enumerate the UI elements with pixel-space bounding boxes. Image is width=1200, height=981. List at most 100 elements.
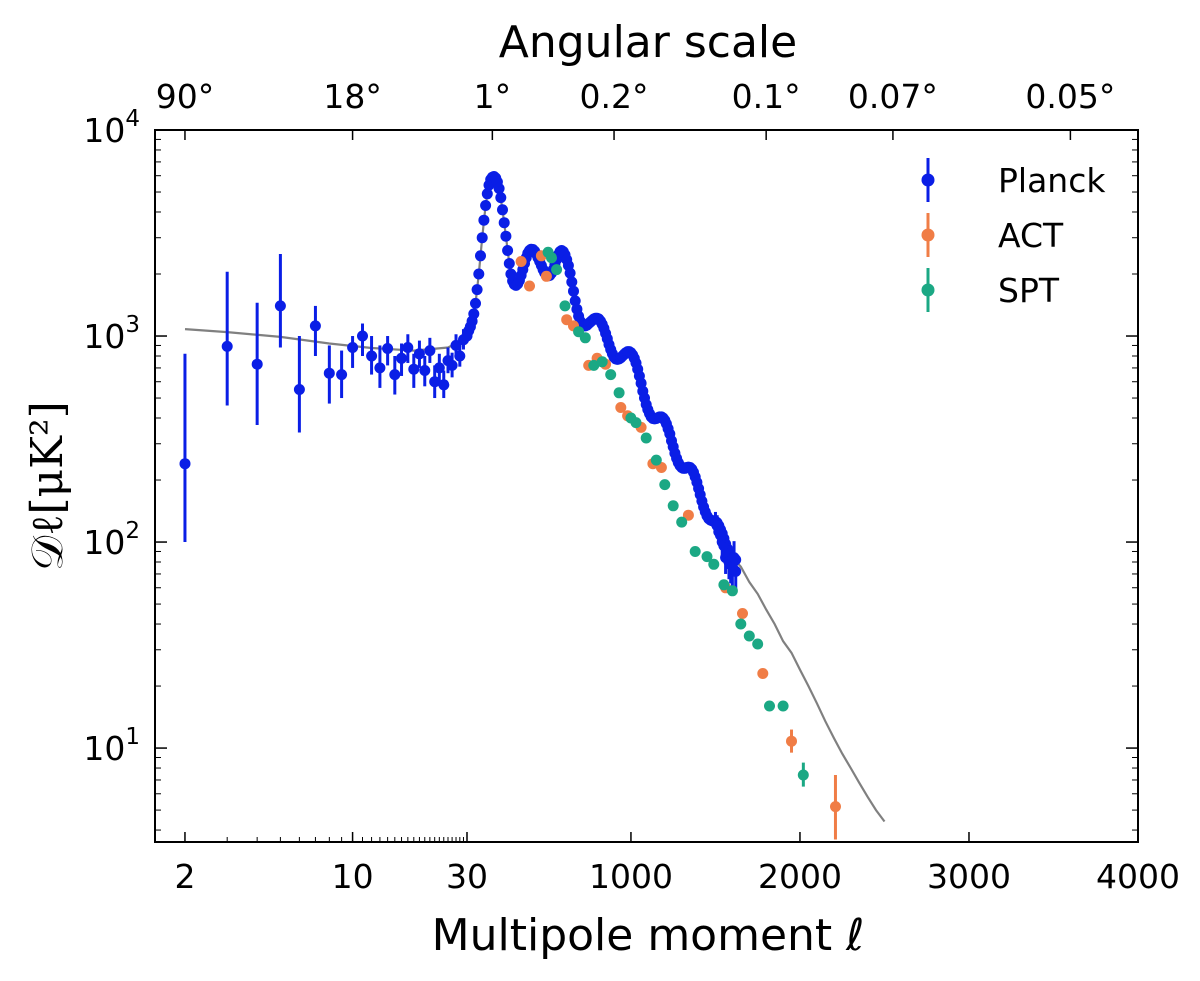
x-tick-label: 30 [446, 857, 488, 896]
data-point [566, 276, 578, 288]
data-point [402, 342, 414, 353]
data-point [347, 342, 359, 353]
data-point [735, 618, 747, 630]
data-point [471, 284, 483, 296]
data-point [777, 700, 789, 712]
data-point [503, 258, 515, 269]
data-point [797, 769, 809, 781]
data-point [569, 295, 581, 307]
data-point [596, 356, 608, 368]
x-tick-label: 10 [332, 857, 374, 896]
data-point [546, 252, 557, 264]
top-tick-label: 0.1° [732, 77, 801, 116]
data-point [559, 300, 571, 312]
legend-entry-spt: SPT [921, 268, 1060, 312]
data-point [495, 192, 507, 204]
data-point [438, 379, 450, 391]
data-point [551, 264, 563, 276]
data-point [497, 204, 508, 216]
series-planck-low- [179, 254, 469, 543]
top-tick-label: 0.07° [848, 77, 938, 116]
data-point [408, 363, 420, 375]
series-planck [461, 171, 742, 566]
top-tick-label: 0.2° [580, 77, 649, 116]
data-point [701, 551, 713, 563]
data-points-layer [179, 171, 841, 840]
data-point [676, 516, 688, 528]
data-point [757, 668, 769, 679]
data-point [309, 320, 321, 332]
series-act [515, 250, 841, 840]
top-axis-title: Angular scale [499, 17, 797, 68]
data-point [605, 369, 617, 381]
data-point [433, 362, 445, 374]
data-point [429, 376, 441, 388]
top-tick-label: 18° [323, 77, 382, 116]
data-point [682, 509, 694, 521]
legend-label: Planck [998, 161, 1106, 200]
series-spt [542, 246, 809, 787]
x-tick-label: 4000 [1096, 857, 1180, 896]
data-point [500, 230, 512, 242]
data-point [468, 308, 480, 320]
data-point [396, 352, 407, 364]
x-tick-label: 1000 [589, 857, 673, 896]
data-point [475, 250, 486, 262]
data-point [726, 585, 738, 597]
x-tick-label: 2000 [758, 857, 842, 896]
data-point [630, 417, 642, 429]
y-axis-title: 𝒟ℓ[μK²] [22, 401, 73, 571]
data-point [730, 565, 742, 577]
data-point [830, 801, 841, 813]
data-point [502, 245, 514, 256]
data-point [493, 183, 505, 194]
data-point [708, 558, 720, 570]
data-point [357, 330, 368, 342]
data-point [579, 332, 591, 344]
data-point [615, 402, 627, 413]
data-point [478, 214, 490, 226]
model-curve-layer [184, 175, 886, 823]
data-point [374, 362, 386, 374]
data-point [728, 552, 740, 564]
data-point [274, 300, 286, 312]
data-point [293, 384, 305, 395]
legend-entry-planck: Planck [921, 158, 1106, 202]
legend-entry-act: ACT [921, 213, 1064, 257]
data-point [251, 358, 263, 370]
plot-frame [154, 129, 1139, 843]
data-point [718, 579, 730, 591]
data-point [659, 479, 671, 491]
data-point [524, 280, 535, 292]
legend-label: ACT [998, 216, 1064, 255]
data-point [382, 343, 394, 354]
data-point [498, 217, 510, 229]
y-tick-label: 101 [83, 724, 140, 768]
data-point [470, 297, 481, 309]
data-point [540, 270, 552, 282]
legend-marker [921, 283, 935, 297]
data-point [419, 365, 431, 376]
data-point [413, 348, 425, 360]
data-point [650, 454, 662, 466]
data-point [786, 735, 797, 747]
top-tick-label: 90° [156, 77, 215, 116]
data-point [481, 188, 493, 200]
top-tick-label: 0.05° [1025, 77, 1115, 116]
data-point [613, 387, 625, 399]
data-point [366, 350, 378, 362]
y-tick-label: 103 [83, 312, 140, 356]
data-point [737, 608, 748, 619]
data-point [752, 638, 764, 650]
x-axis-title: Multipole moment ℓ [432, 910, 865, 961]
x-tick-label: 3000 [927, 857, 1011, 896]
legend: Planck ACT SPT [921, 158, 1106, 312]
data-point [568, 285, 579, 297]
data-point [667, 500, 679, 512]
data-point [446, 359, 458, 371]
model-curve-line [184, 175, 886, 823]
y-tick-label: 102 [83, 518, 140, 562]
axes-layer: 2 10 30 1000 2000 3000 4000 101 102 103 104 90° 18° 1… [83, 77, 1180, 896]
data-point [424, 345, 436, 357]
